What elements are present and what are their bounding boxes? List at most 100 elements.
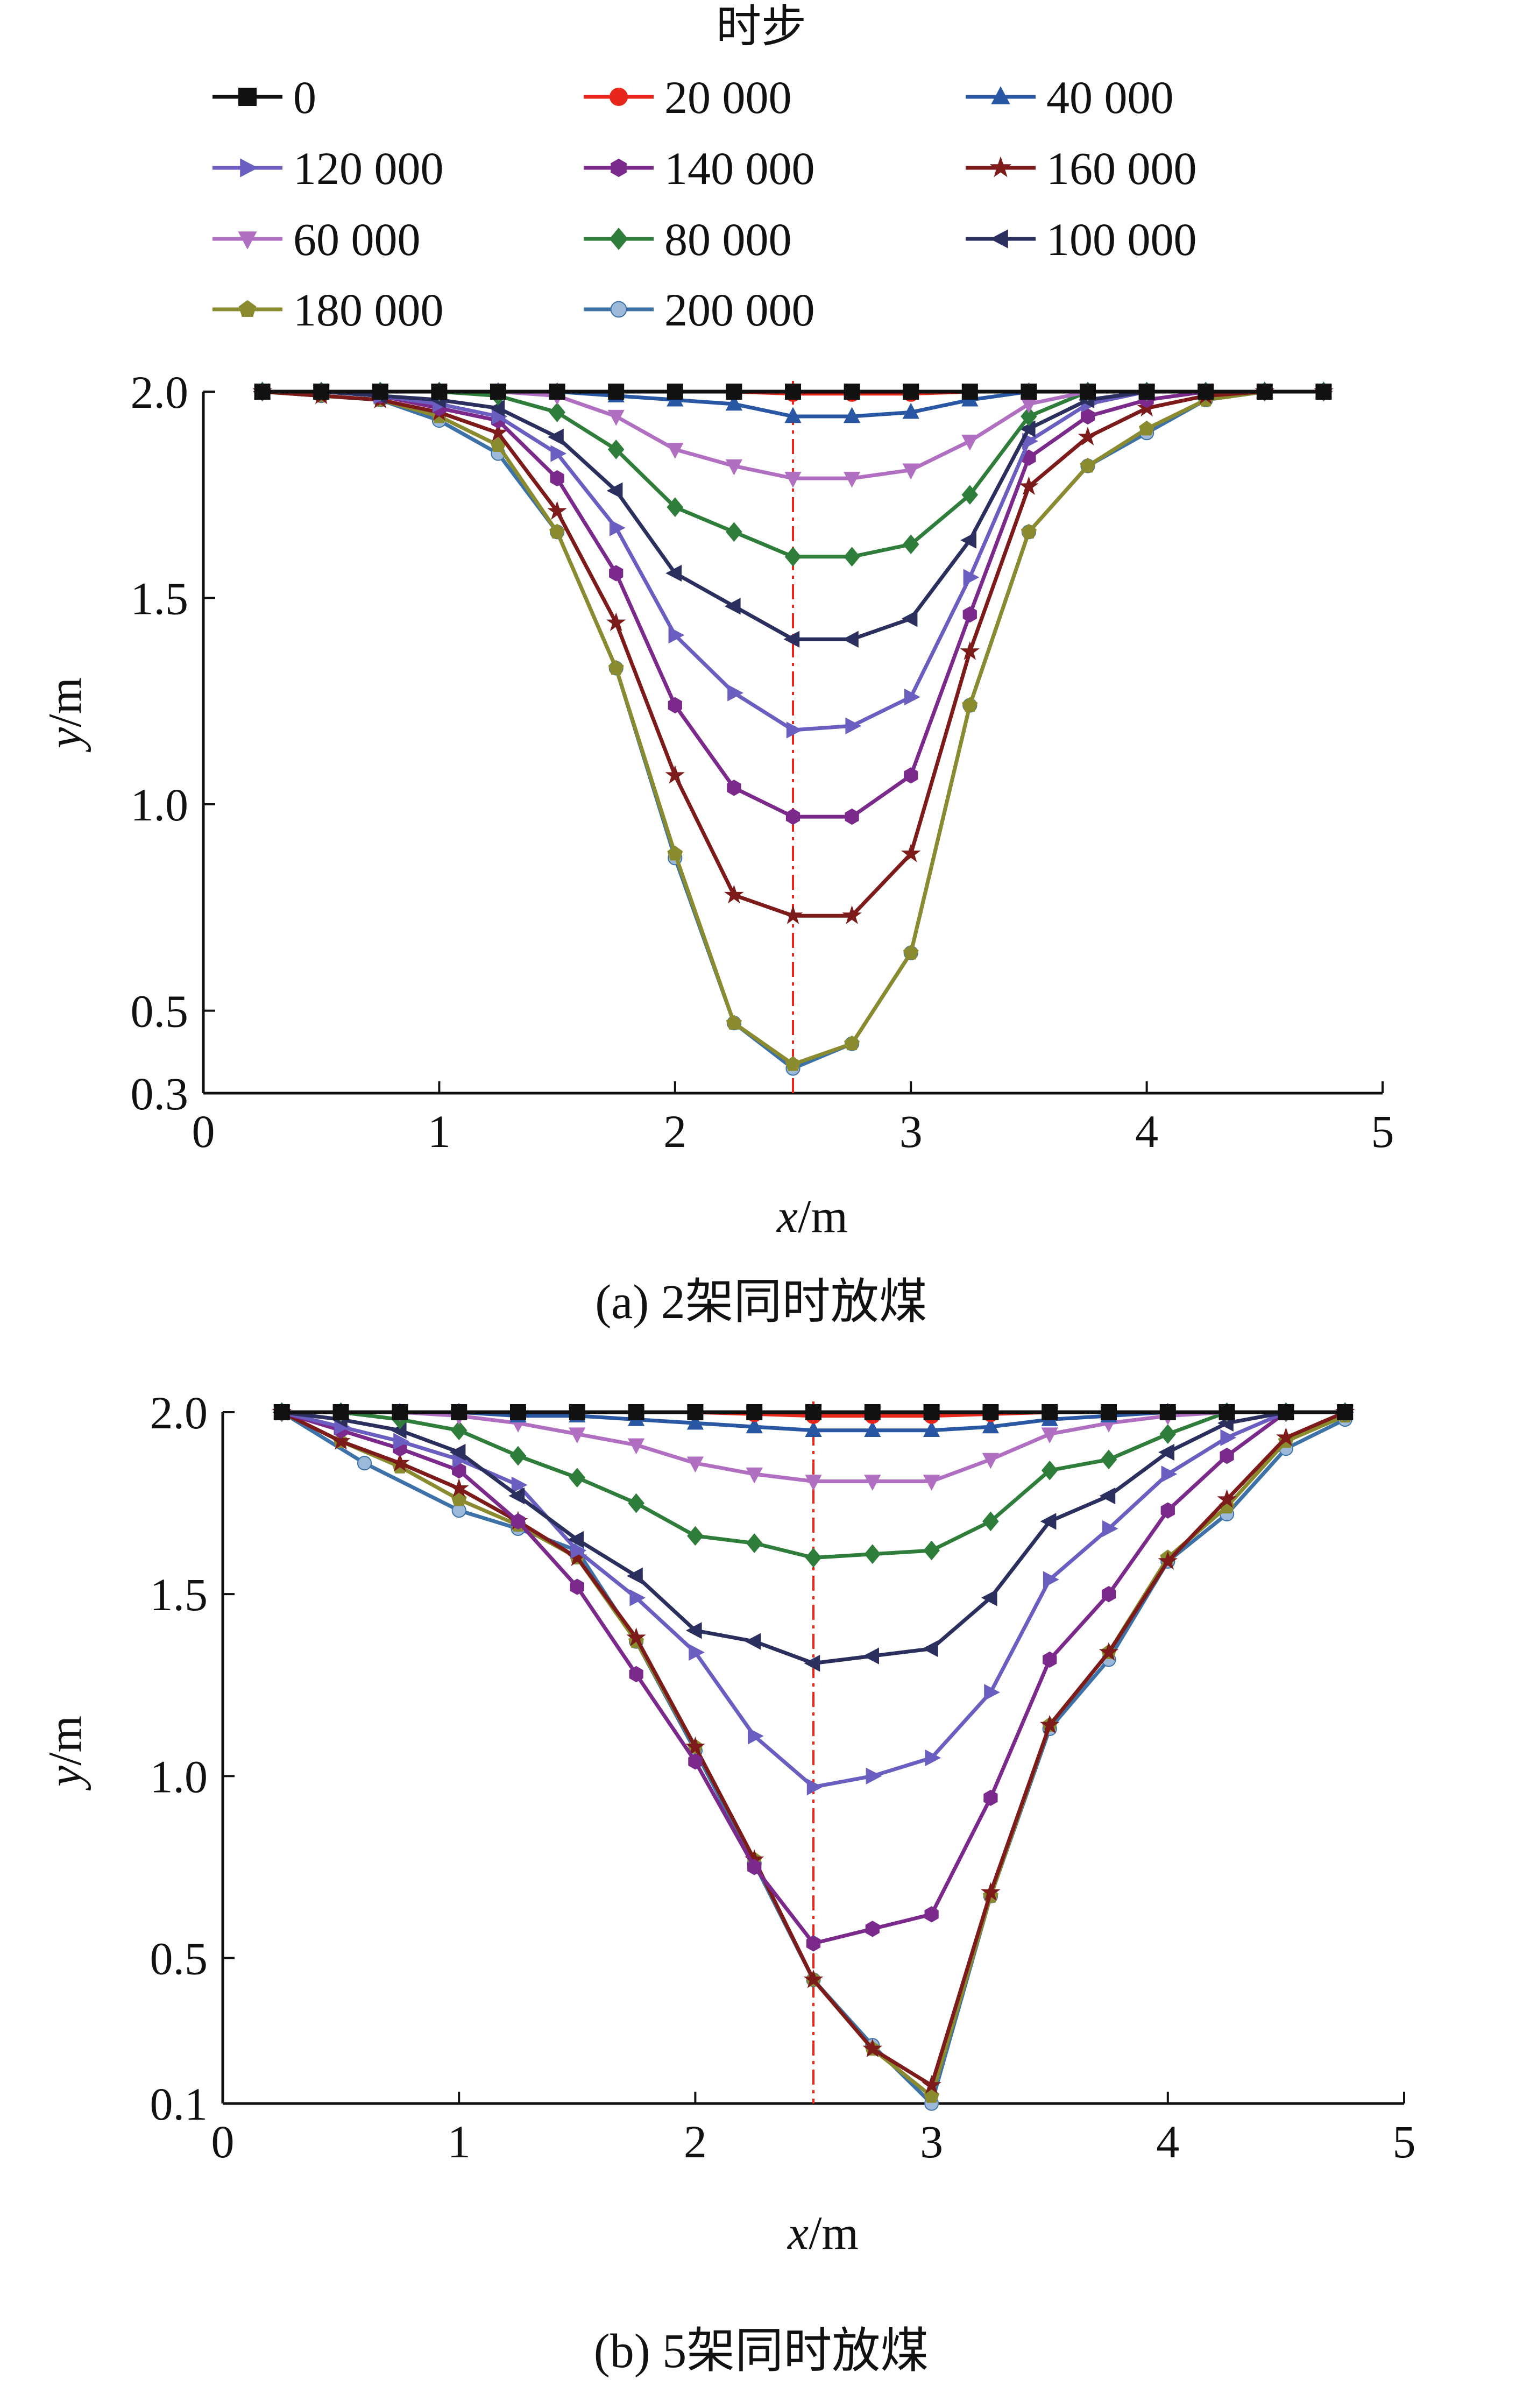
b-data-point xyxy=(686,1413,704,1430)
b-data-point xyxy=(982,1453,1000,1469)
a-data-point xyxy=(610,519,626,536)
a-data-point xyxy=(254,384,271,400)
a-data-point xyxy=(961,485,979,505)
a-data-point xyxy=(665,765,685,784)
legend-entry: 120 000 xyxy=(212,143,444,194)
a-data-point xyxy=(1138,384,1155,400)
y-axis-label-b: y/m xyxy=(39,1716,91,1791)
a-data-point xyxy=(903,944,919,960)
a-data-point xyxy=(606,612,626,632)
a-data-point xyxy=(1080,384,1096,400)
b-data-point xyxy=(863,1647,879,1665)
legend-entry: 80 000 xyxy=(584,214,792,265)
a-data-point xyxy=(842,905,862,924)
b-data-point xyxy=(508,1487,525,1505)
a-data-point xyxy=(1019,420,1036,437)
a-data-point xyxy=(842,631,859,648)
b-data-point xyxy=(864,1421,881,1437)
series-group-a xyxy=(252,381,1334,1076)
a-data-point xyxy=(1021,406,1037,427)
a-data-point xyxy=(784,547,802,567)
a-data-point xyxy=(726,384,742,400)
a-data-point xyxy=(665,564,682,582)
legend-marker xyxy=(611,158,627,178)
b-data-point xyxy=(685,1736,705,1755)
a-data-point xyxy=(901,843,921,862)
b-data-point xyxy=(511,1513,526,1530)
a-data-point xyxy=(904,767,918,784)
a-data-point xyxy=(667,443,684,459)
b-data-point xyxy=(451,1491,467,1506)
b-data-point xyxy=(1337,1404,1354,1420)
b-data-point xyxy=(923,1404,940,1420)
b-data-point xyxy=(629,1666,643,1683)
a-data-point xyxy=(609,565,624,582)
b-data-point xyxy=(981,1882,1001,1901)
b-data-point xyxy=(331,1430,351,1450)
legend-label: 120 000 xyxy=(293,143,444,194)
b-data-point xyxy=(569,1404,585,1420)
axes-a: 0 1 2 3 4 5 0.3 0.5 1.0 1.5 2.0 xyxy=(131,366,1394,1157)
b-data-point xyxy=(745,1633,761,1650)
a-data-point xyxy=(785,808,801,825)
b-data-point xyxy=(864,1404,881,1420)
a-data-point xyxy=(1021,384,1037,400)
b-y-tick-label: 0.1 xyxy=(150,2078,208,2130)
a-data-point xyxy=(607,409,625,426)
b-data-point xyxy=(1101,1404,1117,1420)
a-data-point xyxy=(904,688,920,706)
b-data-point xyxy=(805,1421,822,1437)
b-data-point xyxy=(866,1767,882,1784)
b-data-point xyxy=(923,1540,940,1561)
a-data-point xyxy=(490,384,506,400)
a-x-tick-label: 0 xyxy=(192,1106,215,1157)
a-x-tick-label: 4 xyxy=(1135,1106,1158,1157)
b-data-point xyxy=(570,1578,584,1595)
b-data-point xyxy=(746,1533,763,1553)
legend-marker xyxy=(238,300,257,317)
b-data-point xyxy=(862,2038,883,2058)
a-data-point xyxy=(550,445,567,462)
b-data-point xyxy=(746,1417,763,1434)
b-data-point xyxy=(1220,1429,1237,1446)
b-series xyxy=(273,1404,1354,1420)
b-data-point xyxy=(1043,1571,1059,1588)
b-data-point xyxy=(982,1417,1000,1434)
b-data-point xyxy=(1278,1404,1294,1420)
b-data-point xyxy=(1276,1427,1296,1446)
a-data-point xyxy=(549,402,565,422)
a-data-point xyxy=(726,522,742,542)
b-data-point xyxy=(628,1493,644,1513)
legend-marker xyxy=(238,231,257,250)
a-data-point xyxy=(844,384,860,400)
a-data-point xyxy=(843,407,861,423)
legend-entry: 40 000 xyxy=(966,72,1174,123)
x-axis-label-b: x/m xyxy=(787,2207,859,2260)
b-data-point xyxy=(1100,1449,1117,1470)
legend-entry: 0 xyxy=(212,72,316,123)
b-y-tick-label: 2.0 xyxy=(150,1387,208,1439)
a-data-point xyxy=(607,440,625,459)
legend: 0 20 000 40 000 120 000 140 000 160 000 60 000… xyxy=(212,72,1197,336)
a-data-point xyxy=(372,384,388,400)
chart-panel-a: 0 1 2 3 4 5 0.3 0.5 1.0 1.5 2.0 x/m y/m (a) 2架同时放煤 xyxy=(39,366,1394,1329)
b-data-point xyxy=(922,1640,938,1658)
legend-entry: 160 000 xyxy=(966,143,1197,194)
a-data-point xyxy=(962,697,978,712)
b-data-point xyxy=(805,1404,821,1420)
a-y-tick-label: 1.5 xyxy=(131,573,189,625)
b-data-point xyxy=(628,1404,644,1420)
a-data-point xyxy=(1198,384,1214,400)
legend-title: 时步 xyxy=(716,2,806,52)
b-data-point xyxy=(511,1476,528,1493)
a-data-point xyxy=(961,384,978,400)
legend-label: 40 000 xyxy=(1046,72,1174,123)
legend-entry: 100 000 xyxy=(966,214,1197,265)
b-data-point xyxy=(1160,1502,1175,1519)
a-data-point xyxy=(1080,457,1096,473)
b-data-point xyxy=(805,1548,822,1568)
b-data-point xyxy=(803,1969,824,1988)
b-data-point xyxy=(626,1627,646,1646)
legend-entry: 60 000 xyxy=(212,214,421,265)
a-data-point xyxy=(962,606,977,623)
